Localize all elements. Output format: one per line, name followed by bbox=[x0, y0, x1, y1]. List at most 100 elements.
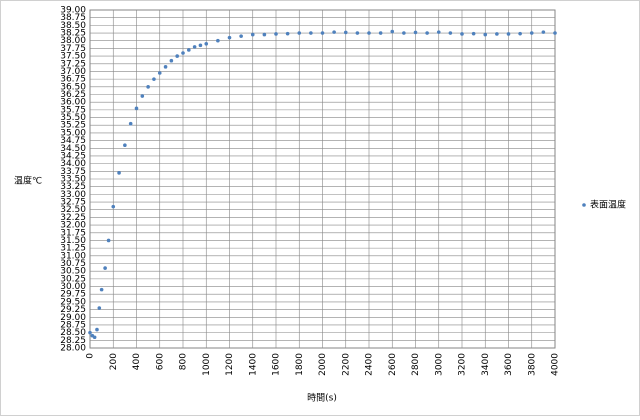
y-tick-label: 30.50 bbox=[60, 267, 86, 277]
x-tick-label: 2600 bbox=[388, 353, 398, 376]
point bbox=[495, 32, 499, 36]
y-tick-label: 37.25 bbox=[60, 59, 86, 69]
x-tick-label: 2400 bbox=[365, 353, 375, 376]
y-tick-label: 29.00 bbox=[60, 313, 86, 323]
x-tick-label: 800 bbox=[179, 353, 189, 370]
point bbox=[402, 31, 406, 35]
point bbox=[285, 31, 290, 36]
x-tick-label: 2800 bbox=[411, 353, 421, 376]
point bbox=[239, 34, 243, 38]
y-tick-label: 33.75 bbox=[60, 167, 86, 177]
point bbox=[529, 31, 534, 35]
x-tick-label: 3000 bbox=[434, 353, 444, 376]
point bbox=[146, 85, 150, 89]
y-tick-label: 36.50 bbox=[60, 82, 86, 92]
y-tick-label: 35.50 bbox=[60, 113, 86, 123]
y-tick-label: 37.50 bbox=[60, 52, 86, 62]
x-tick-label: 2000 bbox=[318, 353, 328, 376]
point bbox=[448, 31, 453, 35]
x-tick-label: 3400 bbox=[481, 353, 491, 376]
point bbox=[88, 330, 92, 335]
y-tick-label: 31.25 bbox=[60, 244, 86, 254]
y-tick-label: 33.50 bbox=[60, 175, 86, 185]
y-tick-label: 28.50 bbox=[60, 328, 86, 338]
y-tick-label: 32.75 bbox=[60, 198, 86, 208]
point bbox=[198, 43, 203, 48]
y-tick-label: 29.75 bbox=[60, 290, 86, 300]
y-tick-label: 32.00 bbox=[60, 221, 86, 231]
point bbox=[262, 32, 267, 37]
point bbox=[95, 327, 99, 332]
point bbox=[103, 266, 107, 270]
legend-marker bbox=[582, 203, 586, 207]
x-tick-label: 3600 bbox=[504, 353, 514, 376]
x-tick-label: 1200 bbox=[225, 353, 235, 376]
point bbox=[518, 31, 522, 36]
plot-border bbox=[89, 9, 556, 349]
y-tick-label: 38.50 bbox=[60, 21, 86, 31]
point bbox=[106, 238, 111, 243]
point bbox=[92, 335, 97, 340]
x-tick-label: 1400 bbox=[248, 353, 258, 376]
y-tick-label: 30.75 bbox=[60, 259, 86, 269]
point bbox=[367, 31, 371, 35]
x-tick-label: 0 bbox=[86, 353, 96, 359]
point bbox=[157, 71, 162, 75]
x-tick-label: 2200 bbox=[341, 353, 351, 376]
point bbox=[134, 106, 139, 111]
point bbox=[117, 171, 121, 175]
point bbox=[355, 31, 360, 35]
point bbox=[274, 32, 278, 36]
point bbox=[99, 287, 104, 292]
y-tick-label: 35.75 bbox=[60, 105, 86, 115]
point bbox=[297, 31, 302, 35]
x-tick-label: 1000 bbox=[202, 353, 212, 376]
y-tick-label: 35.25 bbox=[60, 121, 86, 131]
y-tick-label: 30.25 bbox=[60, 274, 86, 284]
y-tick-label: 28.75 bbox=[60, 320, 86, 330]
point bbox=[152, 77, 156, 81]
x-tick-label: 400 bbox=[132, 353, 142, 370]
point bbox=[128, 121, 133, 126]
y-tick-label: 30.00 bbox=[60, 282, 86, 292]
point bbox=[250, 32, 255, 37]
y-tick-label: 36.75 bbox=[60, 75, 86, 85]
y-tick-label: 29.25 bbox=[60, 305, 86, 315]
y-tick-label: 34.50 bbox=[60, 144, 86, 154]
x-tick-label: 3200 bbox=[458, 353, 468, 376]
point bbox=[111, 204, 116, 209]
y-tick-label: 35.00 bbox=[60, 128, 86, 138]
legend-label: 表面温度 bbox=[590, 199, 626, 211]
point bbox=[309, 31, 313, 35]
y-tick-label: 39.00 bbox=[60, 6, 86, 16]
point bbox=[227, 35, 232, 40]
point bbox=[343, 30, 348, 35]
x-tick-label: 600 bbox=[155, 353, 165, 370]
point bbox=[192, 45, 197, 49]
y-tick-label: 34.00 bbox=[60, 159, 86, 169]
y-tick-label: 31.75 bbox=[60, 228, 86, 238]
y-tick-label: 32.50 bbox=[60, 205, 86, 215]
y-tick-label: 37.00 bbox=[60, 67, 86, 77]
point bbox=[320, 31, 325, 35]
point bbox=[460, 32, 464, 36]
y-tick-label: 38.25 bbox=[60, 29, 86, 39]
x-tick-label: 1800 bbox=[295, 353, 305, 376]
y-tick-label: 28.00 bbox=[60, 344, 86, 354]
x-tick-label: 3800 bbox=[527, 353, 537, 376]
y-tick-label: 28.25 bbox=[60, 336, 86, 346]
y-tick-label: 31.00 bbox=[60, 251, 86, 261]
x-tick-label: 4000 bbox=[551, 353, 561, 376]
point bbox=[216, 38, 220, 43]
y-tick-label: 36.25 bbox=[60, 90, 86, 100]
point bbox=[413, 30, 418, 35]
point bbox=[425, 31, 429, 35]
y-tick-label: 33.25 bbox=[60, 182, 86, 192]
x-tick-label: 1600 bbox=[272, 353, 282, 376]
point bbox=[169, 58, 174, 63]
point bbox=[471, 31, 476, 36]
point bbox=[163, 65, 168, 69]
y-tick-label: 34.75 bbox=[60, 136, 86, 146]
